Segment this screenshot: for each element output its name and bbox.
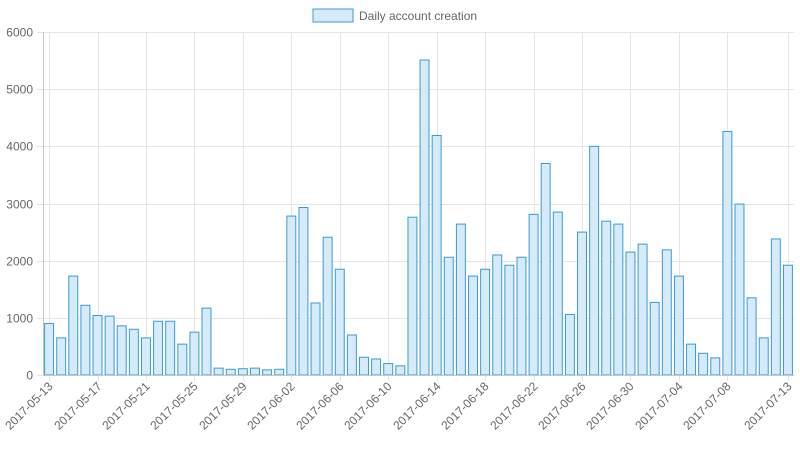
y-tick-label: 1000 — [6, 312, 33, 326]
y-tick-label: 2000 — [6, 255, 33, 269]
bar[interactable] — [649, 301, 660, 376]
y-tick-label: 3000 — [6, 198, 33, 212]
bar[interactable] — [734, 203, 745, 376]
bar[interactable] — [177, 343, 188, 376]
bar[interactable] — [480, 268, 491, 376]
x-tick-label: 2017-06-30 — [583, 379, 637, 433]
bar[interactable] — [128, 328, 139, 376]
bar[interactable] — [140, 337, 151, 376]
bar[interactable] — [431, 134, 442, 376]
y-tick-label: 6000 — [6, 26, 33, 40]
bar[interactable] — [625, 251, 636, 376]
y-tick-label: 0 — [26, 369, 33, 383]
x-tick-label: 2017-05-25 — [147, 379, 201, 433]
bar[interactable] — [722, 130, 733, 376]
y-tick-label: 5000 — [6, 83, 33, 97]
bar[interactable] — [92, 315, 103, 376]
bar[interactable] — [710, 357, 721, 376]
x-tick-label: 2017-06-14 — [390, 379, 444, 433]
bar[interactable] — [383, 363, 394, 376]
bar[interactable] — [637, 243, 648, 376]
bar[interactable] — [395, 365, 406, 376]
bar[interactable] — [686, 343, 697, 376]
bar[interactable] — [770, 238, 781, 376]
bar[interactable] — [286, 215, 297, 376]
bar[interactable] — [80, 304, 91, 376]
bar[interactable] — [504, 264, 515, 376]
x-tick-label: 2017-06-22 — [487, 379, 541, 433]
bar[interactable] — [68, 275, 79, 376]
bar[interactable] — [225, 368, 236, 376]
bar[interactable] — [262, 369, 273, 376]
bar[interactable] — [298, 207, 309, 376]
x-tick-label: 2017-06-26 — [535, 379, 589, 433]
legend-swatch — [312, 8, 354, 23]
bar[interactable] — [334, 268, 345, 376]
bar[interactable] — [540, 162, 551, 376]
bar[interactable] — [153, 320, 164, 376]
bar[interactable] — [346, 334, 357, 376]
bar[interactable] — [601, 220, 612, 376]
bar[interactable] — [44, 323, 55, 376]
bar[interactable] — [189, 331, 200, 376]
y-tick-label: 4000 — [6, 140, 33, 154]
bar[interactable] — [443, 256, 454, 376]
y-axis-ticks: 0 1000 2000 3000 4000 5000 6000 — [6, 26, 33, 383]
bar[interactable] — [528, 213, 539, 376]
bar[interactable] — [419, 59, 430, 376]
bar[interactable] — [673, 275, 684, 376]
legend[interactable]: Daily account creation — [312, 8, 477, 23]
bar[interactable] — [492, 254, 503, 376]
x-tick-label: 2017-06-06 — [293, 379, 347, 433]
bar[interactable] — [746, 297, 757, 376]
bar[interactable] — [322, 236, 333, 376]
x-tick-label: 2017-07-13 — [741, 379, 795, 433]
bar[interactable] — [310, 302, 321, 376]
x-tick-label: 2017-07-04 — [632, 379, 686, 433]
bar[interactable] — [552, 211, 563, 376]
bar[interactable] — [577, 231, 587, 376]
bar[interactable] — [165, 320, 176, 376]
bar[interactable] — [407, 216, 418, 376]
bar[interactable] — [564, 313, 575, 376]
x-tick-label: 2017-05-13 — [2, 379, 56, 433]
x-tick-label: 2017-06-18 — [438, 379, 492, 433]
bar[interactable] — [698, 352, 709, 376]
bar[interactable] — [782, 264, 793, 376]
bar[interactable] — [758, 337, 769, 376]
x-tick-label: 2017-05-29 — [196, 379, 250, 433]
legend-label: Daily account creation — [359, 9, 477, 23]
bar[interactable] — [589, 145, 600, 376]
bar[interactable] — [371, 358, 382, 376]
bar[interactable] — [359, 356, 369, 376]
bar[interactable] — [468, 275, 478, 376]
x-tick-label: 2017-05-21 — [99, 379, 153, 433]
bar[interactable] — [104, 315, 115, 376]
bar[interactable] — [56, 337, 67, 376]
x-tick-label: 2017-07-08 — [680, 379, 734, 433]
bar[interactable] — [201, 307, 212, 376]
x-tick-label: 2017-05-17 — [51, 379, 105, 433]
x-axis-ticks: 2017-05-132017-05-172017-05-212017-05-25… — [2, 379, 795, 433]
bar[interactable] — [213, 367, 224, 376]
x-tick-label: 2017-06-10 — [341, 379, 395, 433]
bar[interactable] — [116, 325, 127, 376]
bar[interactable] — [613, 223, 624, 376]
bar[interactable] — [274, 368, 285, 376]
bars — [44, 59, 793, 376]
bar[interactable] — [516, 256, 527, 376]
bar[interactable] — [237, 368, 248, 376]
bar[interactable] — [249, 367, 260, 376]
axes — [43, 32, 794, 376]
x-tick-label: 2017-06-02 — [244, 379, 298, 433]
bar[interactable] — [455, 223, 466, 376]
bar[interactable] — [661, 249, 672, 376]
